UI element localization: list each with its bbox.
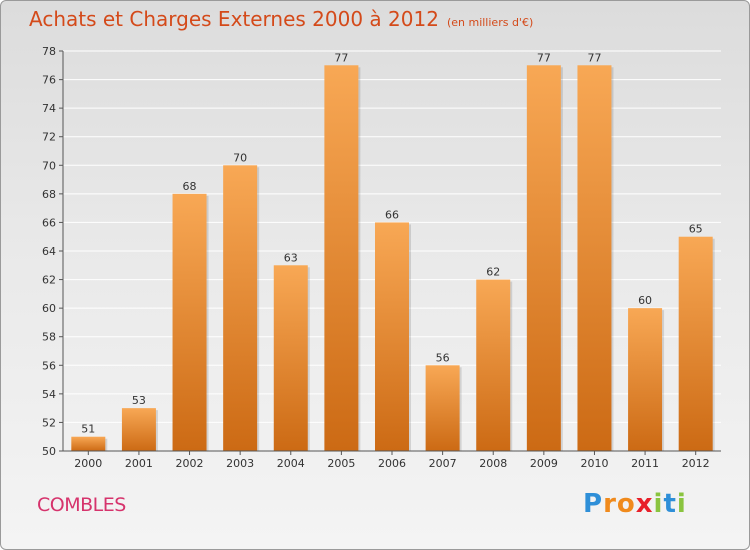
value-label: 65 xyxy=(689,223,703,236)
y-tick-label: 74 xyxy=(42,102,56,115)
y-axis-tick-labels: 50 52 54 56 58 60 62 64 66 68 70 72 74 76 78 xyxy=(42,45,56,458)
x-tick-label: 2001 xyxy=(125,457,153,470)
logo-letter: r xyxy=(603,489,617,519)
x-tick-label: 2004 xyxy=(277,457,305,470)
logo-letter: t xyxy=(663,489,677,519)
value-label: 77 xyxy=(334,51,348,64)
value-label: 77 xyxy=(587,51,601,64)
logo-letter: o xyxy=(616,489,636,519)
value-label: 51 xyxy=(81,423,95,436)
value-label: 62 xyxy=(486,266,500,279)
bar xyxy=(71,436,106,451)
y-tick-label: 58 xyxy=(42,331,56,344)
y-tick-label: 50 xyxy=(42,445,56,458)
value-label: 56 xyxy=(436,351,450,364)
y-tick-label: 68 xyxy=(42,188,56,201)
x-tick-label: 2005 xyxy=(327,457,355,470)
bar xyxy=(324,65,359,452)
location-label: COMBLES xyxy=(37,494,126,516)
bars xyxy=(71,65,715,452)
bar xyxy=(223,165,258,452)
x-tick-label: 2011 xyxy=(631,457,659,470)
proxiti-logo: Proxiti xyxy=(583,489,687,519)
logo-letter: i xyxy=(676,489,687,519)
x-tick-label: 2003 xyxy=(226,457,254,470)
y-tick-label: 76 xyxy=(42,74,56,87)
bar xyxy=(476,279,511,451)
x-tick-label: 2009 xyxy=(530,457,558,470)
y-tick-label: 52 xyxy=(42,416,56,429)
y-tick-label: 56 xyxy=(42,359,56,372)
bar xyxy=(628,308,663,451)
value-label: 63 xyxy=(284,251,298,264)
bar xyxy=(121,408,156,451)
y-tick-label: 62 xyxy=(42,274,56,287)
chart-unit: (en milliers d'€) xyxy=(446,16,534,29)
y-tick-label: 78 xyxy=(42,45,56,58)
bar xyxy=(577,65,612,452)
x-tick-label: 2006 xyxy=(378,457,406,470)
x-tick-label: 2010 xyxy=(580,457,608,470)
value-label: 77 xyxy=(537,51,551,64)
y-tick-label: 66 xyxy=(42,216,56,229)
chart-title: Achats et Charges Externes 2000 à 2012 (e… xyxy=(29,7,533,31)
x-tick-label: 2007 xyxy=(429,457,457,470)
bar xyxy=(375,222,409,451)
y-tick-label: 60 xyxy=(42,302,56,315)
logo-letter: i xyxy=(653,489,664,519)
bar xyxy=(172,193,207,451)
y-tick-label: 72 xyxy=(42,131,56,144)
logo-letter: x xyxy=(635,489,654,519)
x-axis-tick-labels: 2000 2001 2002 2003 2004 2005 2006 2007 2008 2009… xyxy=(74,451,710,470)
logo-letter: P xyxy=(583,489,604,519)
y-tick-label: 64 xyxy=(42,245,56,258)
bar xyxy=(273,265,308,451)
bar xyxy=(425,365,460,451)
x-tick-label: 2000 xyxy=(74,457,102,470)
x-tick-label: 2002 xyxy=(176,457,204,470)
value-label: 70 xyxy=(233,151,247,164)
chart-title-text: Achats et Charges Externes 2000 à 2012 xyxy=(29,7,439,31)
value-label: 68 xyxy=(183,180,197,193)
x-tick-label: 2008 xyxy=(479,457,507,470)
value-label: 53 xyxy=(132,394,146,407)
value-label: 66 xyxy=(385,208,399,221)
bar xyxy=(526,65,561,452)
y-tick-label: 70 xyxy=(42,159,56,172)
bar xyxy=(678,236,713,451)
x-tick-label: 2012 xyxy=(682,457,710,470)
value-labels: 51 53 68 70 63 77 66 56 62 77 77 60 65 xyxy=(81,51,702,435)
value-label: 60 xyxy=(638,294,652,307)
y-tick-label: 54 xyxy=(42,388,56,401)
